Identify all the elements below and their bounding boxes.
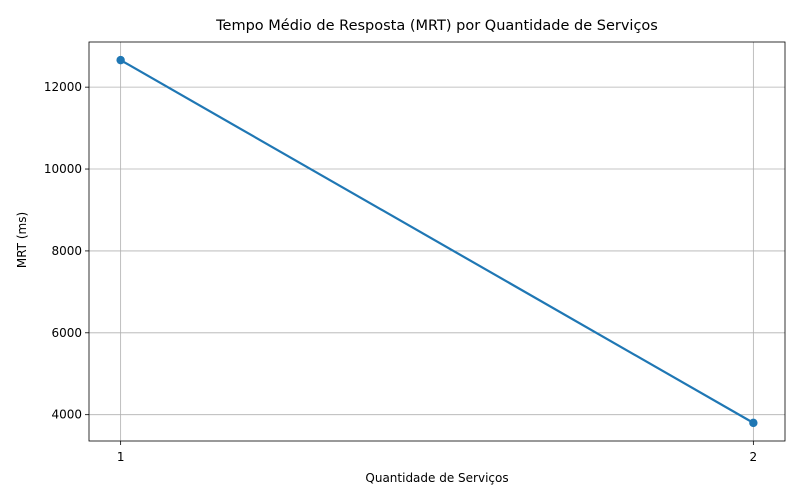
y-tick-label-5: 12000 (44, 80, 82, 94)
data-point-1 (116, 55, 125, 65)
axes: 1 2 4000 6000 8000 10000 12000 (44, 41, 786, 464)
series (116, 55, 758, 428)
x-tick-label-2: 2 (750, 450, 758, 464)
y-tick-label-1: 4000 (51, 408, 82, 422)
data-point-2 (749, 418, 758, 428)
y-axis-label: MRT (ms) (15, 212, 29, 268)
chart-title: Tempo Médio de Resposta (MRT) por Quanti… (215, 18, 658, 34)
y-tick-label-2: 6000 (51, 326, 82, 340)
y-tick-label-4: 10000 (44, 162, 82, 176)
grid (89, 42, 785, 441)
x-tick-label-1: 1 (117, 450, 125, 464)
x-axis-label: Quantidade de Serviços (365, 471, 508, 485)
y-tick-label-3: 8000 (51, 244, 82, 258)
series-line-1 (120, 59, 754, 424)
plot-frame (88, 41, 786, 442)
